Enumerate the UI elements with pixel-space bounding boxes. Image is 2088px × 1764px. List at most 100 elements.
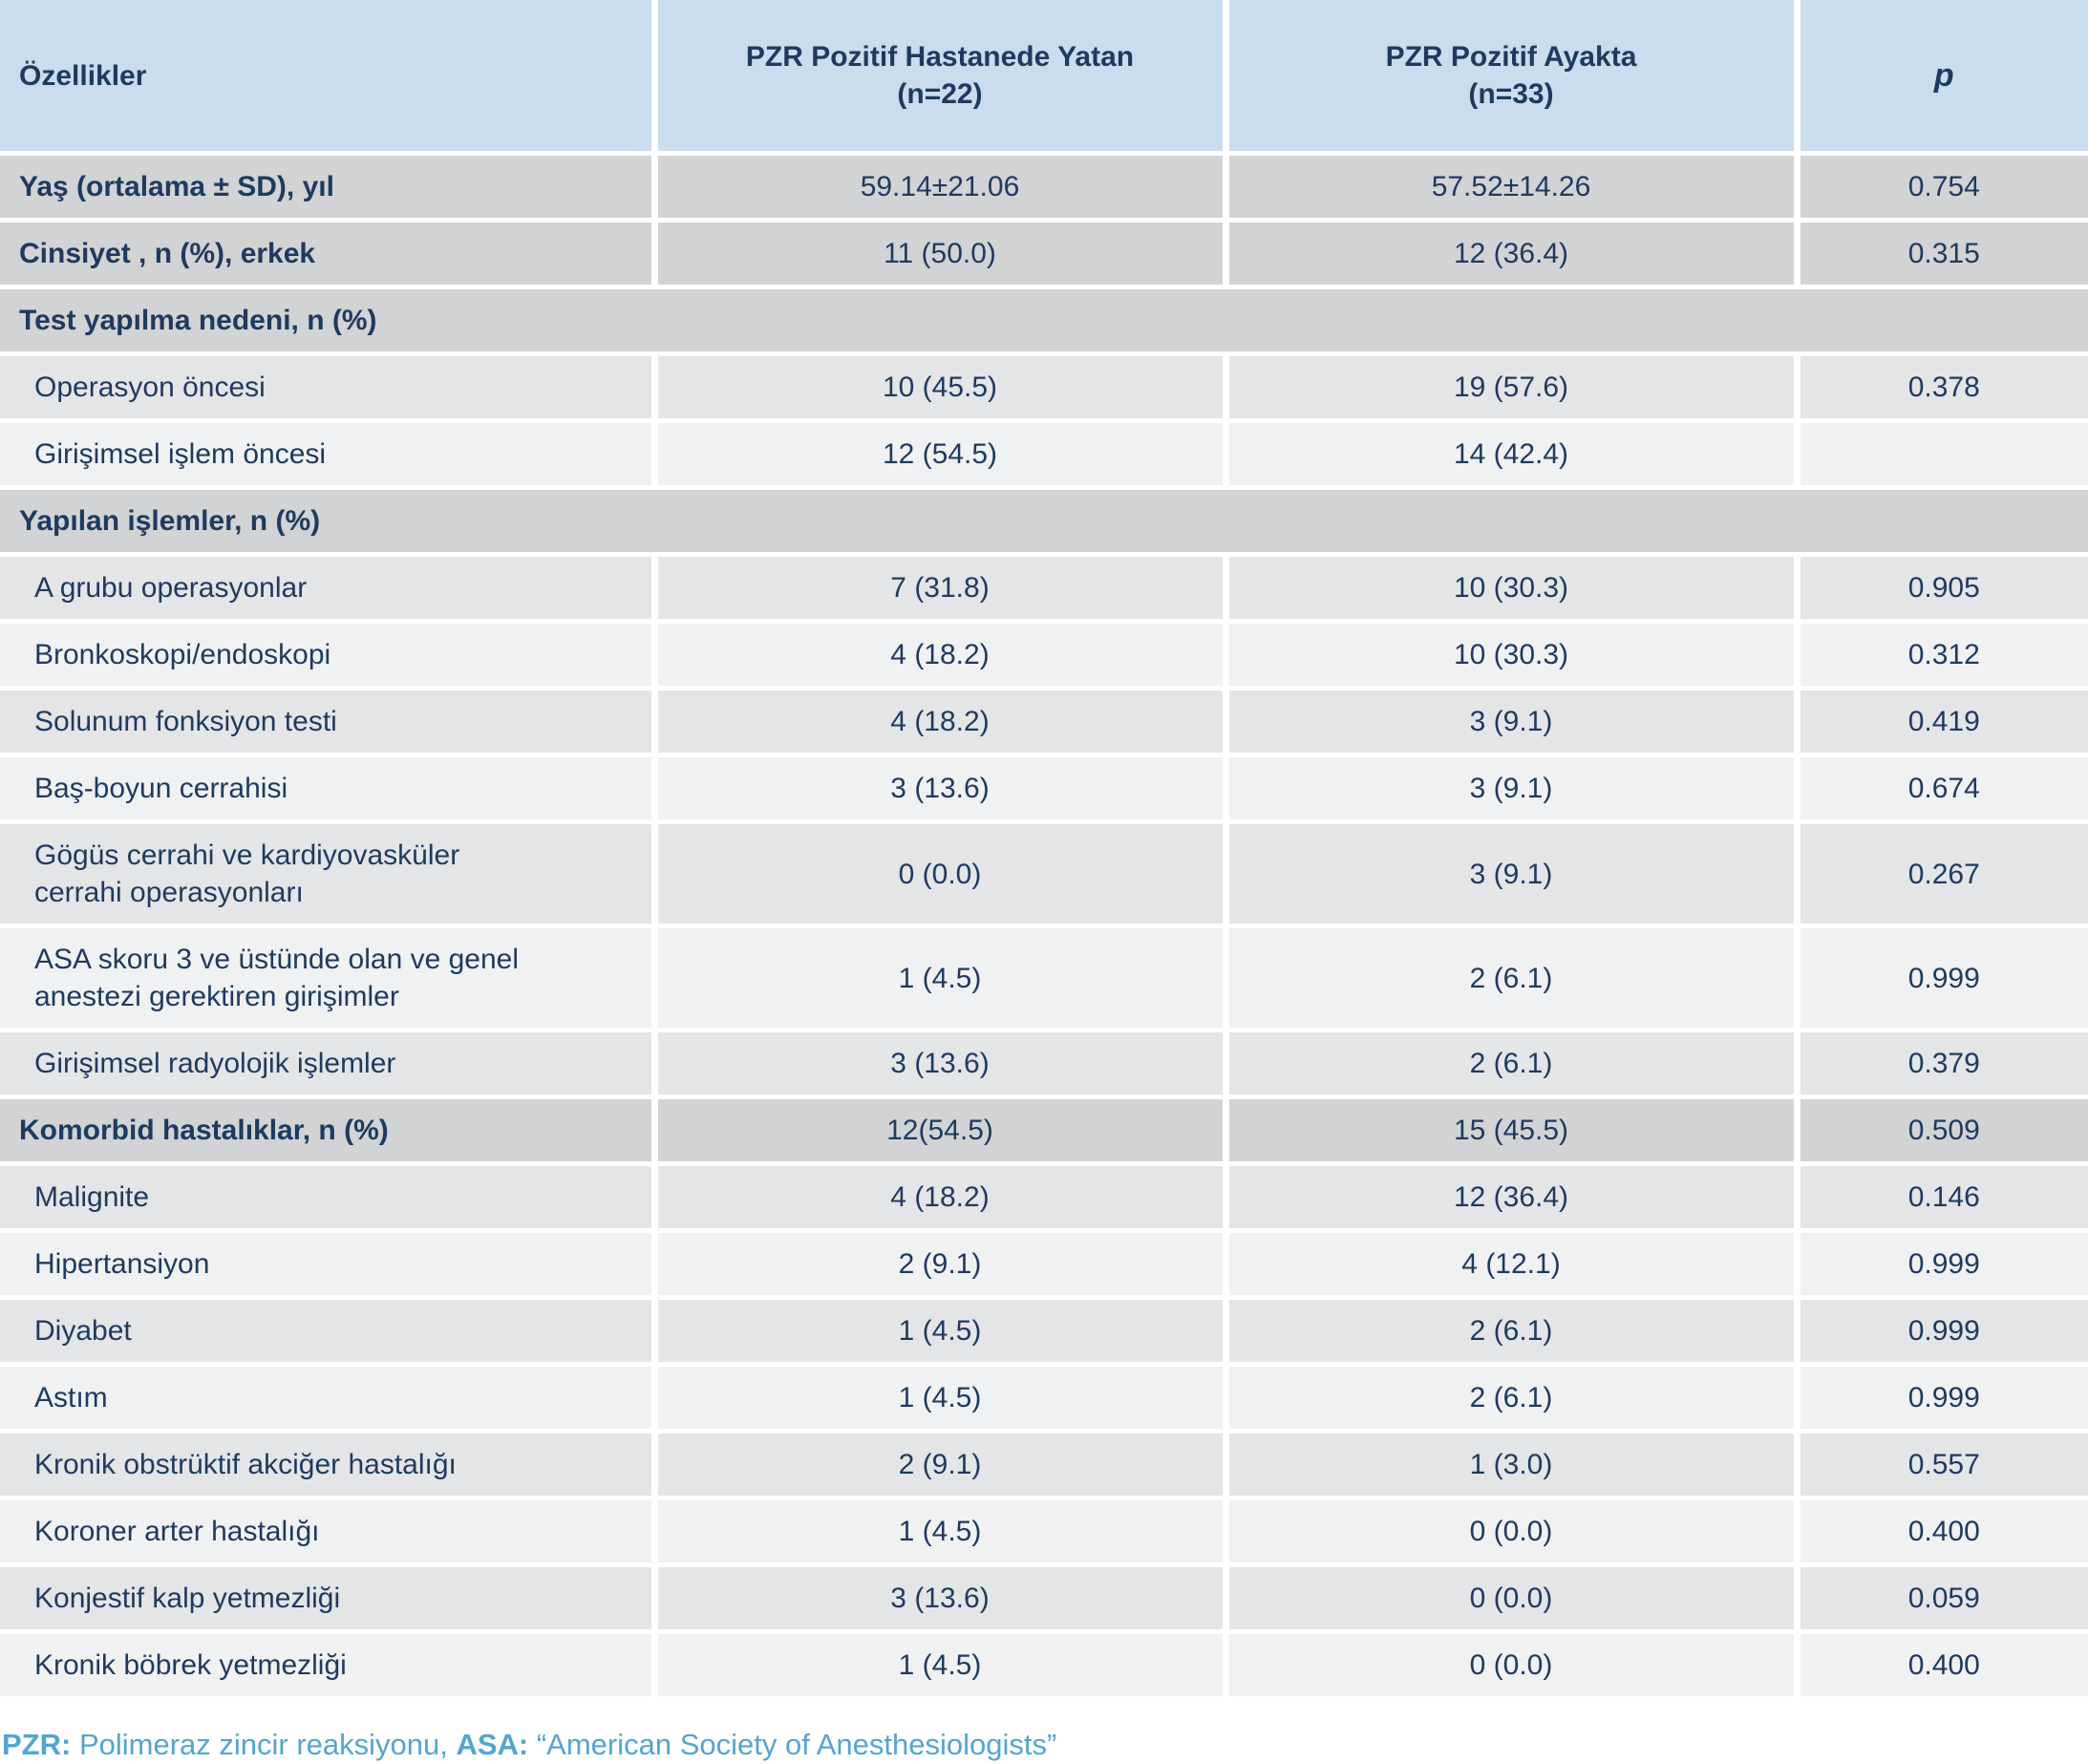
table-row: Solunum fonksiyon testi 4 (18.2) 3 (9.1)… [0, 688, 2088, 757]
inpatient-value-cell: 2 (9.1) [654, 1230, 1229, 1300]
inpatient-value-cell: 3 (13.6) [654, 754, 1229, 824]
outpatient-value-cell: 2 (6.1) [1225, 1030, 1800, 1099]
inpatient-value-cell: 10 (45.5) [654, 353, 1229, 423]
inpatient-value-cell: 12(54.5) [654, 1096, 1229, 1166]
row-label-cell: Solunum fonksiyon testi [0, 688, 658, 757]
row-label-cell: Yapılan işlemler, n (%) [0, 487, 2088, 557]
characteristics-table: Özellikler PZR Pozitif Hastanede Yatan (… [0, 0, 2088, 1701]
footnote-text: “American Society of Anesthesiologists” [528, 1728, 1057, 1761]
row-label-cell: ASA skoru 3 ve üstünde olan ve genel ane… [0, 925, 658, 1032]
inpatient-value-cell: 4 (18.2) [654, 688, 1229, 757]
table-body: Yaş (ortalama ± SD), yıl 59.14±21.06 57.… [0, 153, 2088, 1701]
p-value-cell: 0.999 [1797, 925, 2088, 1032]
column-header-p-value: p [1797, 0, 2088, 156]
outpatient-value-cell: 2 (6.1) [1225, 1364, 1800, 1434]
p-value-cell: 0.674 [1797, 754, 2088, 824]
table-row: Operasyon öncesi 10 (45.5) 19 (57.6) 0.3… [0, 353, 2088, 423]
inpatient-value-cell: 4 (18.2) [654, 621, 1229, 691]
table-row: Yaş (ortalama ± SD), yıl 59.14±21.06 57.… [0, 153, 2088, 223]
row-label-cell: Girişimsel işlem öncesi [0, 420, 658, 490]
table-row: Komorbid hastalıklar, n (%) 12(54.5) 15 … [0, 1096, 2088, 1166]
p-value-cell: 0.754 [1797, 153, 2088, 223]
outpatient-value-cell: 2 (6.1) [1225, 925, 1800, 1032]
inpatient-value-cell: 11 (50.0) [654, 220, 1229, 289]
table-row: Test yapılma nedeni, n (%) [0, 287, 2088, 356]
row-label-cell: Astım [0, 1364, 658, 1434]
table-row: Baş-boyun cerrahisi 3 (13.6) 3 (9.1) 0.6… [0, 754, 2088, 824]
table-row: Konjestif kalp yetmezliği 3 (13.6) 0 (0.… [0, 1564, 2088, 1634]
p-value-cell: 0.999 [1797, 1230, 2088, 1300]
outpatient-value-cell: 12 (36.4) [1225, 220, 1800, 289]
table-row: Girişimsel radyolojik işlemler 3 (13.6) … [0, 1030, 2088, 1099]
outpatient-value-cell: 10 (30.3) [1225, 621, 1800, 691]
row-label-cell: Kronik obstrüktif akciğer hastalığı [0, 1431, 658, 1500]
p-value-cell: 0.400 [1797, 1498, 2088, 1567]
outpatient-value-cell: 2 (6.1) [1225, 1297, 1800, 1367]
inpatient-value-cell: 2 (9.1) [654, 1431, 1229, 1500]
table-row: Astım 1 (4.5) 2 (6.1) 0.999 [0, 1364, 2088, 1434]
outpatient-value-cell: 4 (12.1) [1225, 1230, 1800, 1300]
inpatient-value-cell: 1 (4.5) [654, 925, 1229, 1032]
table-row: Yapılan işlemler, n (%) [0, 487, 2088, 557]
inpatient-value-cell: 1 (4.5) [654, 1364, 1229, 1434]
outpatient-value-cell: 15 (45.5) [1225, 1096, 1800, 1166]
p-value-cell: 0.146 [1797, 1163, 2088, 1233]
outpatient-value-cell: 14 (42.4) [1225, 420, 1800, 490]
p-value-cell: 0.557 [1797, 1431, 2088, 1500]
row-label-cell: Test yapılma nedeni, n (%) [0, 287, 2088, 356]
row-label-cell: Konjestif kalp yetmezliği [0, 1564, 658, 1634]
column-header-label: PZR Pozitif Ayakta [1385, 41, 1637, 73]
p-value-cell: 0.379 [1797, 1030, 2088, 1099]
row-label-cell: Diyabet [0, 1297, 658, 1367]
row-label-cell: Operasyon öncesi [0, 353, 658, 423]
footnote-abbreviation: ASA: [456, 1728, 529, 1761]
inpatient-value-cell: 7 (31.8) [654, 554, 1229, 624]
p-value-cell: 0.378 [1797, 353, 2088, 423]
p-value-cell: 0.905 [1797, 554, 2088, 624]
table-row: Bronkoskopi/endoskopi 4 (18.2) 10 (30.3)… [0, 621, 2088, 691]
p-value-cell [1797, 420, 2088, 490]
inpatient-value-cell: 59.14±21.06 [654, 153, 1229, 223]
inpatient-value-cell: 1 (4.5) [654, 1297, 1229, 1367]
table-row: ASA skoru 3 ve üstünde olan ve genel ane… [0, 925, 2088, 1032]
row-label-cell: Gögüs cerrahi ve kardiyovasküler cerrahi… [0, 821, 658, 928]
outpatient-value-cell: 19 (57.6) [1225, 353, 1800, 423]
outpatient-value-cell: 10 (30.3) [1225, 554, 1800, 624]
footnote-text: Polimeraz zincir reaksiyonu, [71, 1728, 457, 1761]
outpatient-value-cell: 3 (9.1) [1225, 688, 1800, 757]
p-value-cell: 0.999 [1797, 1297, 2088, 1367]
inpatient-value-cell: 3 (13.6) [654, 1030, 1229, 1099]
inpatient-value-cell: 3 (13.6) [654, 1564, 1229, 1634]
table-row: Koroner arter hastalığı 1 (4.5) 0 (0.0) … [0, 1498, 2088, 1567]
table-row: Cinsiyet , n (%), erkek 11 (50.0) 12 (36… [0, 220, 2088, 289]
row-label-cell: Kronik böbrek yetmezliği [0, 1631, 658, 1701]
outpatient-value-cell: 0 (0.0) [1225, 1631, 1800, 1701]
table-header: Özellikler PZR Pozitif Hastanede Yatan (… [0, 0, 2088, 156]
column-header-outpatient: PZR Pozitif Ayakta (n=33) [1225, 0, 1800, 156]
p-value-cell: 0.315 [1797, 220, 2088, 289]
table-row: Malignite 4 (18.2) 12 (36.4) 0.146 [0, 1163, 2088, 1233]
row-label-cell: A grubu operasyonlar [0, 554, 658, 624]
inpatient-value-cell: 1 (4.5) [654, 1631, 1229, 1701]
p-value-cell: 0.419 [1797, 688, 2088, 757]
table-row: Girişimsel işlem öncesi 12 (54.5) 14 (42… [0, 420, 2088, 490]
row-label-cell: Yaş (ortalama ± SD), yıl [0, 153, 658, 223]
p-value-cell: 0.059 [1797, 1564, 2088, 1634]
p-value-cell: 0.267 [1797, 821, 2088, 928]
row-label-cell: Baş-boyun cerrahisi [0, 754, 658, 824]
outpatient-value-cell: 57.52±14.26 [1225, 153, 1800, 223]
p-value-cell: 0.400 [1797, 1631, 2088, 1701]
column-header-label: PZR Pozitif Hastanede Yatan [745, 41, 1135, 73]
inpatient-value-cell: 1 (4.5) [654, 1498, 1229, 1567]
table-row: A grubu operasyonlar 7 (31.8) 10 (30.3) … [0, 554, 2088, 624]
table-row: Gögüs cerrahi ve kardiyovasküler cerrahi… [0, 821, 2088, 928]
p-value-cell: 0.509 [1797, 1096, 2088, 1166]
outpatient-value-cell: 3 (9.1) [1225, 754, 1800, 824]
row-label-cell: Cinsiyet , n (%), erkek [0, 220, 658, 289]
table-row: Diyabet 1 (4.5) 2 (6.1) 0.999 [0, 1297, 2088, 1367]
outpatient-value-cell: 12 (36.4) [1225, 1163, 1800, 1233]
footnote-abbreviation: PZR: [2, 1728, 72, 1761]
table-row: Kronik obstrüktif akciğer hastalığı 2 (9… [0, 1431, 2088, 1500]
column-header-subline: (n=33) [1468, 78, 1554, 110]
